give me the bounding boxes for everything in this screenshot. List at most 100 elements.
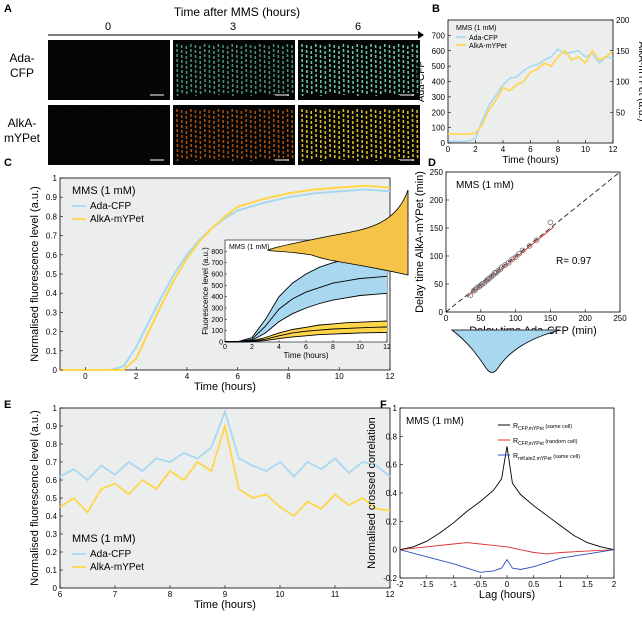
cell-channel — [129, 110, 132, 161]
cell-channel — [263, 44, 266, 94]
microscopy-image — [48, 40, 170, 100]
y-tick-label: 1 — [53, 174, 58, 183]
cell-channel — [338, 45, 341, 97]
cell-channel — [254, 45, 257, 96]
time-label-0: 0 — [105, 21, 111, 33]
y-tick-label: 400 — [432, 78, 446, 87]
x-tick-label: 10 — [335, 372, 344, 381]
x-tick-label: 2 — [612, 580, 617, 589]
scatter-point — [519, 247, 526, 254]
y-tick-label: 0.8 — [46, 440, 58, 449]
cfp-marginal-density — [450, 329, 561, 373]
y-tick-label: 0 — [53, 584, 58, 593]
cell-channel — [263, 109, 266, 159]
cell-channel — [120, 43, 123, 94]
legend-text: RCFP,mYPet (random cell) — [513, 438, 578, 447]
legend-text: RmKate2,mYPet (same cell) — [513, 453, 580, 462]
cell-channel — [305, 109, 308, 161]
annotation: MMS (1 mM) — [456, 180, 514, 191]
cell-channel — [374, 109, 377, 162]
cell-channel — [277, 109, 280, 160]
cell-channel — [134, 43, 137, 95]
cell-channel — [379, 45, 382, 96]
x-axis-label: Lag (hours) — [479, 589, 535, 601]
cell-channel — [97, 109, 100, 160]
row-label: mYPet — [4, 131, 41, 145]
cell-channel — [240, 110, 243, 160]
cell-channel — [231, 108, 234, 162]
y-tick-label: 500 — [432, 62, 446, 71]
cell-channel — [249, 44, 252, 97]
cell-channel — [203, 43, 206, 95]
legend-text: AlkA-mYPet — [469, 43, 507, 50]
legend-text: Ada-CFP — [90, 549, 131, 560]
cell-channel — [365, 110, 368, 160]
x-tick-label: 100 — [509, 314, 523, 323]
y-tick-label: 1 — [53, 404, 58, 413]
cell-channel — [74, 110, 77, 161]
panel-f: F -2 -1.5 -1 -0.5 0 0.5 1 1.5 2 -0.2 0 0.2 0.4 0.6 0.8 1… — [366, 399, 617, 601]
y-tick-label: 0.5 — [46, 270, 58, 279]
cell-channel — [388, 44, 391, 94]
cell-channel — [176, 43, 179, 97]
plot-area — [59, 407, 391, 589]
inset-y-tick-label: 600 — [211, 272, 223, 279]
cell-channel — [147, 108, 150, 161]
series-line — [399, 446, 615, 551]
cell-channel — [379, 110, 382, 161]
x-tick-label: 4 — [501, 145, 506, 154]
scatter-point — [516, 250, 522, 257]
x-axis-label: Time (hours) — [502, 155, 558, 166]
y-tick-label: 150 — [430, 224, 444, 233]
panel-a: A Time after MMS (hours) 0 3 6 Ada-CFP AlkA-mY… — [4, 3, 424, 165]
cell-channel — [301, 43, 304, 97]
panel-label-f: F — [380, 399, 387, 411]
cell-channel — [60, 110, 63, 160]
cell-channel — [74, 45, 77, 96]
x-tick-label: 10 — [276, 590, 285, 599]
scatter-point — [505, 259, 512, 266]
cell-channel — [268, 110, 271, 162]
cell-channel — [416, 109, 419, 161]
cell-channel — [176, 108, 179, 162]
series-line-AlkA-mYPet — [448, 49, 614, 136]
y-tick-label: 300 — [432, 93, 446, 102]
inset-x-tick-label: 10 — [356, 344, 364, 351]
cell-channel — [180, 44, 183, 96]
cell-channel — [60, 45, 63, 95]
cell-channel — [69, 109, 72, 162]
x-tick-label: 12 — [609, 145, 618, 154]
cell-channel — [226, 110, 229, 159]
cell-channel — [83, 44, 86, 94]
x-tick-label: 4 — [185, 372, 190, 381]
cell-channel — [315, 43, 318, 94]
cell-channel — [333, 109, 336, 159]
cell-channel — [92, 43, 95, 96]
cell-channel — [397, 108, 400, 161]
x-tick-label: 2 — [134, 372, 139, 381]
cell-channel — [384, 43, 387, 95]
cell-channel — [315, 108, 318, 159]
cell-channel — [333, 44, 336, 94]
panel-d: D 0 50 100 150 200 250 0 50 100 150 200 250 Delay tim… — [267, 157, 627, 373]
inset-y-tick-label: 400 — [211, 294, 223, 301]
x-tick-label: -1.5 — [420, 580, 434, 589]
row-label: Ada- — [9, 51, 34, 65]
y-tick-label: 0.2 — [386, 517, 398, 526]
cell-channel — [124, 44, 127, 97]
x-tick-label: 8 — [286, 372, 291, 381]
series-line-Ada-CFP — [59, 408, 391, 482]
y2-axis-label: AlkA-mYPet (a.u.) — [636, 41, 642, 121]
cell-channel — [305, 44, 308, 96]
y-tick-label: 0.6 — [46, 476, 58, 485]
x-tick-label: 1.5 — [582, 580, 594, 589]
legend-text: AlkA-mYPet — [90, 214, 144, 225]
cell-channel — [222, 109, 225, 160]
cell-channel — [83, 109, 86, 159]
cell-channel — [106, 108, 109, 162]
annotation: MMS (1 mM) — [72, 185, 136, 197]
series-line-AlkA-mYPet — [60, 184, 391, 371]
cell-channel — [259, 108, 262, 160]
cell-channel — [138, 109, 141, 159]
time-label-3: 3 — [230, 21, 236, 33]
